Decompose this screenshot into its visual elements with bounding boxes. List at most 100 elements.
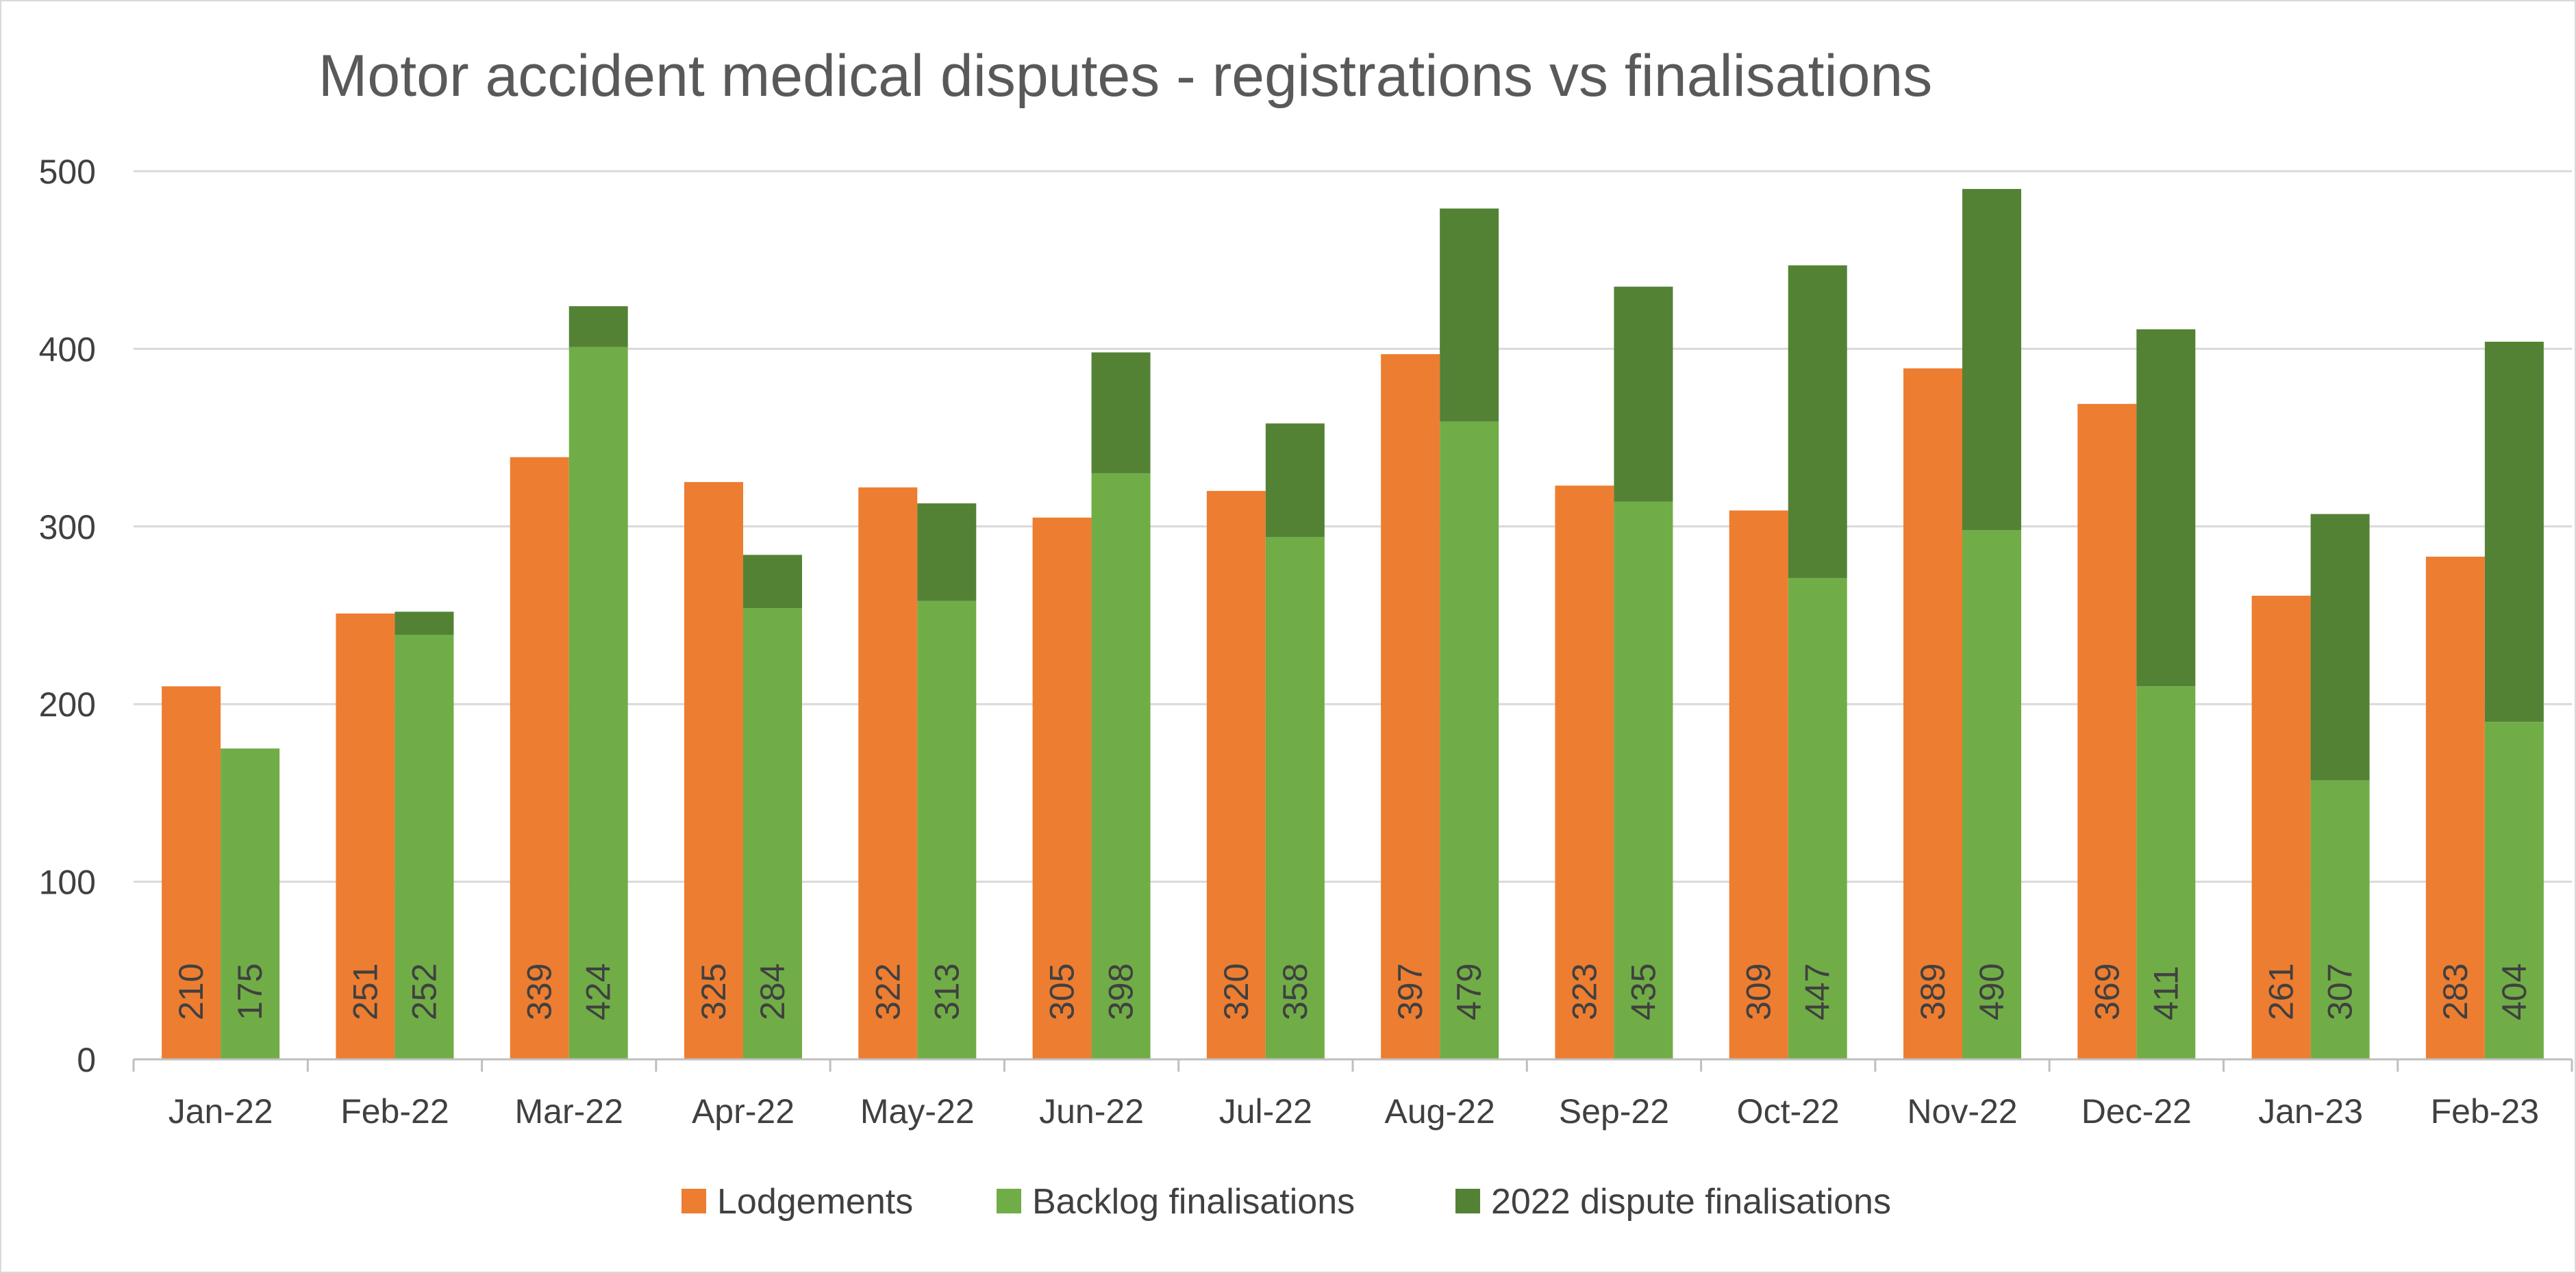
data-label-finalisations: 447 (1799, 963, 1837, 1020)
y-tick-label: 100 (39, 864, 96, 902)
legend-swatch (997, 1189, 1021, 1213)
x-tick-label: Jan-22 (168, 1092, 273, 1131)
bar-lodgements (336, 613, 395, 1059)
x-tick-label: Mar-22 (515, 1092, 623, 1131)
bar-lodgements (1555, 486, 1614, 1059)
bar-backlog-finalisations (395, 635, 454, 1059)
y-axis-ticks: 0 100 200 300 400 500 (39, 153, 96, 1079)
data-label-lodgements: 325 (695, 963, 733, 1020)
data-label-lodgements: 389 (1914, 963, 1952, 1020)
y-tick-label: 200 (39, 685, 96, 724)
bars: 210 175 251 252 339 424 325 284 322 313 305 398 320 3… (162, 188, 2544, 1059)
x-tick-label: Apr-22 (692, 1092, 795, 1131)
bar-lodgements (510, 457, 569, 1059)
x-tick-label: Jul-22 (1219, 1092, 1312, 1131)
x-tick-label: Feb-22 (340, 1092, 449, 1131)
bar-2022-dispute-finalisations (395, 612, 454, 635)
bar-2022-dispute-finalisations (1788, 265, 1847, 579)
data-label-lodgements: 369 (2088, 963, 2126, 1020)
bar-2022-dispute-finalisations (743, 555, 802, 609)
data-label-lodgements: 323 (1565, 963, 1603, 1020)
bar-lodgements (1729, 510, 1788, 1059)
bar-2022-dispute-finalisations (2310, 514, 2370, 781)
legend: Lodgements Backlog finalisations 2022 disp… (681, 1182, 1891, 1222)
data-label-lodgements: 309 (1740, 963, 1778, 1020)
data-label-finalisations: 424 (579, 963, 618, 1020)
bar-backlog-finalisations (1614, 501, 1673, 1059)
x-tick-label: Jun-22 (1039, 1092, 1144, 1131)
x-tick-label: Feb-23 (2431, 1092, 2539, 1131)
bar-backlog-finalisations (568, 346, 628, 1059)
bar-2022-dispute-finalisations (568, 306, 628, 347)
chart-title: Motor accident medical disputes - regist… (318, 43, 1932, 109)
x-tick-label: Sep-22 (1559, 1092, 1669, 1131)
x-tick-label: Jan-23 (2258, 1092, 2363, 1131)
bar-backlog-finalisations (2484, 722, 2544, 1059)
bar-2022-dispute-finalisations (1440, 208, 1499, 422)
bar-backlog-finalisations (1788, 578, 1847, 1059)
data-label-finalisations: 490 (1973, 963, 2011, 1020)
bar-backlog-finalisations (2136, 686, 2196, 1059)
data-label-lodgements: 322 (868, 963, 907, 1020)
data-label-lodgements: 283 (2436, 963, 2475, 1020)
bar-backlog-finalisations (221, 748, 280, 1059)
bar-2022-dispute-finalisations (1962, 188, 2021, 530)
bar-backlog-finalisations (1265, 537, 1325, 1059)
data-label-finalisations: 404 (2495, 963, 2534, 1020)
bar-backlog-finalisations (917, 601, 977, 1059)
bar-2022-dispute-finalisations (917, 503, 977, 601)
x-tick-label: Nov-22 (1907, 1092, 2017, 1131)
x-tick-label: May-22 (860, 1092, 975, 1131)
bar-lodgements (162, 686, 221, 1059)
data-label-finalisations: 307 (2321, 963, 2360, 1020)
bar-lodgements (2425, 556, 2485, 1059)
bar-lodgements (1206, 490, 1266, 1059)
legend-label: Backlog finalisations (1032, 1182, 1355, 1222)
data-label-finalisations: 358 (1276, 963, 1314, 1020)
x-axis: Jan-22 Feb-22 Mar-22 Apr-22 May-22 Jun-22 Jul-… (132, 1058, 2573, 1131)
legend-swatch (1455, 1189, 1480, 1213)
bar-2022-dispute-finalisations (1091, 352, 1151, 473)
y-tick-label: 500 (39, 153, 96, 191)
data-label-finalisations: 252 (405, 963, 443, 1020)
x-tick-label: Oct-22 (1737, 1092, 1840, 1131)
data-label-lodgements: 210 (172, 963, 210, 1020)
bar-2022-dispute-finalisations (2136, 329, 2196, 687)
data-label-finalisations: 479 (1450, 963, 1488, 1020)
legend-label: 2022 dispute finalisations (1491, 1182, 1891, 1222)
data-label-finalisations: 175 (231, 963, 269, 1020)
data-label-lodgements: 261 (2262, 963, 2301, 1020)
data-label-lodgements: 320 (1217, 963, 1255, 1020)
bar-backlog-finalisations (743, 608, 802, 1059)
y-tick-label: 400 (39, 330, 96, 368)
data-label-lodgements: 397 (1391, 963, 1429, 1020)
data-label-lodgements: 339 (521, 963, 559, 1020)
x-tick-label: Aug-22 (1385, 1092, 1495, 1131)
bar-lodgements (1903, 368, 1962, 1059)
y-tick-label: 300 (39, 508, 96, 546)
x-tick-label: Dec-22 (2081, 1092, 2192, 1131)
bar-lodgements (2077, 403, 2137, 1059)
data-label-finalisations: 313 (927, 963, 966, 1020)
legend-swatch (681, 1189, 706, 1213)
bar-backlog-finalisations (2310, 780, 2370, 1059)
y-tick-label: 0 (77, 1041, 96, 1079)
bar-2022-dispute-finalisations (1265, 423, 1325, 538)
data-label-finalisations: 411 (2147, 966, 2185, 1020)
bar-lodgements (1381, 354, 1440, 1059)
data-label-finalisations: 435 (1624, 963, 1662, 1020)
bar-backlog-finalisations (1440, 421, 1499, 1059)
bar-backlog-finalisations (1091, 472, 1151, 1059)
legend-label: Lodgements (717, 1182, 913, 1222)
bar-backlog-finalisations (1962, 529, 2021, 1059)
bar-2022-dispute-finalisations (1614, 286, 1673, 502)
data-label-finalisations: 398 (1102, 963, 1140, 1020)
bar-lodgements (858, 487, 918, 1059)
data-label-finalisations: 284 (753, 963, 792, 1020)
data-label-lodgements: 305 (1043, 963, 1081, 1020)
bar-lodgements (684, 481, 743, 1059)
bar-2022-dispute-finalisations (2484, 342, 2544, 722)
bar-lodgements (1032, 517, 1092, 1059)
data-label-lodgements: 251 (346, 963, 384, 1020)
